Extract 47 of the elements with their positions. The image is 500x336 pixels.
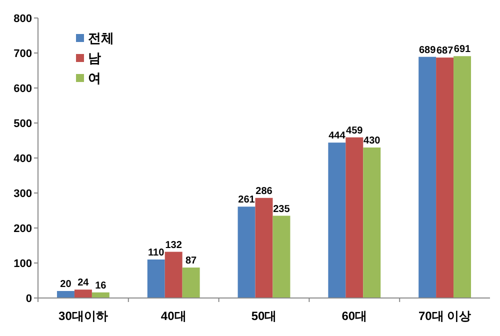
x-tick-label: 70대 이상 xyxy=(418,309,472,323)
data-label: 132 xyxy=(165,240,182,251)
bar xyxy=(346,137,364,298)
data-label: 235 xyxy=(273,204,290,215)
y-tick-label: 800 xyxy=(14,12,32,25)
data-label: 16 xyxy=(95,280,107,292)
y-tick-label: 300 xyxy=(14,188,32,200)
data-label: 687 xyxy=(436,46,454,57)
legend-label: 남 xyxy=(88,50,101,66)
bar xyxy=(164,252,182,298)
y-tick-label: 200 xyxy=(14,222,32,235)
data-label: 691 xyxy=(454,44,472,56)
bar xyxy=(74,290,92,298)
bar xyxy=(418,56,436,298)
y-tick-label: 500 xyxy=(14,118,32,130)
bar xyxy=(272,216,290,298)
legend-label: 여 xyxy=(88,70,101,86)
y-tick-label: 400 xyxy=(14,152,32,165)
x-tick-label: 30대이하 xyxy=(58,309,108,323)
data-label: 459 xyxy=(346,125,364,136)
y-tick-label: 700 xyxy=(14,48,32,60)
y-tick-label: 0 xyxy=(26,292,32,305)
bar xyxy=(363,148,381,298)
data-label: 430 xyxy=(364,136,381,146)
data-label: 110 xyxy=(148,248,165,258)
bar xyxy=(436,58,454,298)
x-tick-label: 40대 xyxy=(160,309,186,323)
y-tick-label: 100 xyxy=(14,258,32,270)
y-tick-label: 600 xyxy=(14,82,32,95)
bar xyxy=(147,260,165,298)
bar xyxy=(328,142,346,298)
legend-label: 전체 xyxy=(88,30,114,46)
data-label: 20 xyxy=(60,279,72,290)
bar xyxy=(454,56,472,298)
bar xyxy=(92,292,110,298)
bar xyxy=(56,291,74,298)
x-tick-label: 50대 xyxy=(251,309,277,323)
data-label: 444 xyxy=(328,130,346,142)
bar xyxy=(238,206,256,298)
x-tick-label: 60대 xyxy=(342,309,368,323)
data-label: 286 xyxy=(256,186,273,197)
data-label: 261 xyxy=(238,194,256,206)
bar xyxy=(182,268,200,298)
data-label: 24 xyxy=(78,278,90,289)
bar xyxy=(255,198,273,298)
data-label: 87 xyxy=(186,256,198,267)
data-label: 689 xyxy=(418,44,436,56)
